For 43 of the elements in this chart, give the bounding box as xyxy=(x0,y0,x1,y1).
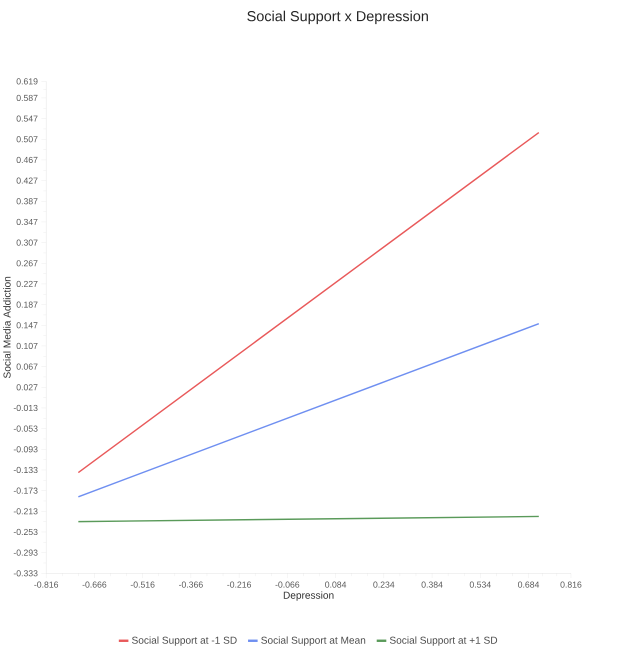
x-tick-label: -0.066 xyxy=(275,582,300,588)
x-tick-label: 0.684 xyxy=(518,582,540,588)
x-tick-label: 0.384 xyxy=(421,582,443,588)
x-tick-label: 0.084 xyxy=(325,582,346,588)
x-tick-label: -0.666 xyxy=(82,582,106,588)
y-tick-label: 0.347 xyxy=(16,218,38,225)
y-tick-label: -0.253 xyxy=(14,528,38,536)
legend-label: Social Support at +1 SD xyxy=(390,636,498,646)
y-tick-label: -0.133 xyxy=(14,466,38,474)
y-tick-label: 0.587 xyxy=(16,94,38,101)
x-tick-label: 0.234 xyxy=(373,582,394,588)
x-tick-label: 0.534 xyxy=(470,582,491,588)
y-tick-label: -0.293 xyxy=(14,550,38,556)
y-tick-label: 0.107 xyxy=(16,342,38,350)
y-tick-label: -0.093 xyxy=(14,446,38,452)
y-tick-label: 0.307 xyxy=(16,240,38,246)
y-tick-label: 0.507 xyxy=(16,136,38,142)
legend-label: Social Support at Mean xyxy=(261,636,366,646)
y-tick-label: -0.213 xyxy=(14,508,38,514)
chart-title: Social Support x Depression xyxy=(247,10,428,24)
y-tick-label: 0.027 xyxy=(16,384,38,390)
x-axis-title: Depression xyxy=(284,591,334,601)
x-tick-label: -0.516 xyxy=(130,582,154,588)
y-tick-label: 0.427 xyxy=(16,178,38,184)
x-tick-label: -0.816 xyxy=(34,582,58,588)
y-tick-label: -0.053 xyxy=(14,426,38,432)
x-tick-label: -0.216 xyxy=(227,582,251,588)
y-tick-label: 0.467 xyxy=(16,156,38,163)
y-tick-label: -0.173 xyxy=(14,488,38,494)
x-tick-label: -0.366 xyxy=(178,582,203,588)
y-tick-label: 0.147 xyxy=(16,322,38,328)
y-tick-label: 0.547 xyxy=(16,116,38,122)
y-tick-label: 0.267 xyxy=(16,260,38,266)
legend-label: Social Support at -1 SD xyxy=(132,636,237,646)
y-tick-label: 0.619 xyxy=(16,78,38,84)
y-tick-label: 0.227 xyxy=(16,280,38,288)
y-tick-label: -0.333 xyxy=(14,570,38,576)
y-tick-label: -0.013 xyxy=(14,404,38,412)
y-tick-label: 0.187 xyxy=(16,302,38,308)
y-axis-title: Social Media Addiction xyxy=(3,276,11,378)
x-tick-label: 0.816 xyxy=(560,582,582,588)
y-tick-label: 0.067 xyxy=(16,364,38,370)
y-tick-label: 0.387 xyxy=(16,198,38,204)
